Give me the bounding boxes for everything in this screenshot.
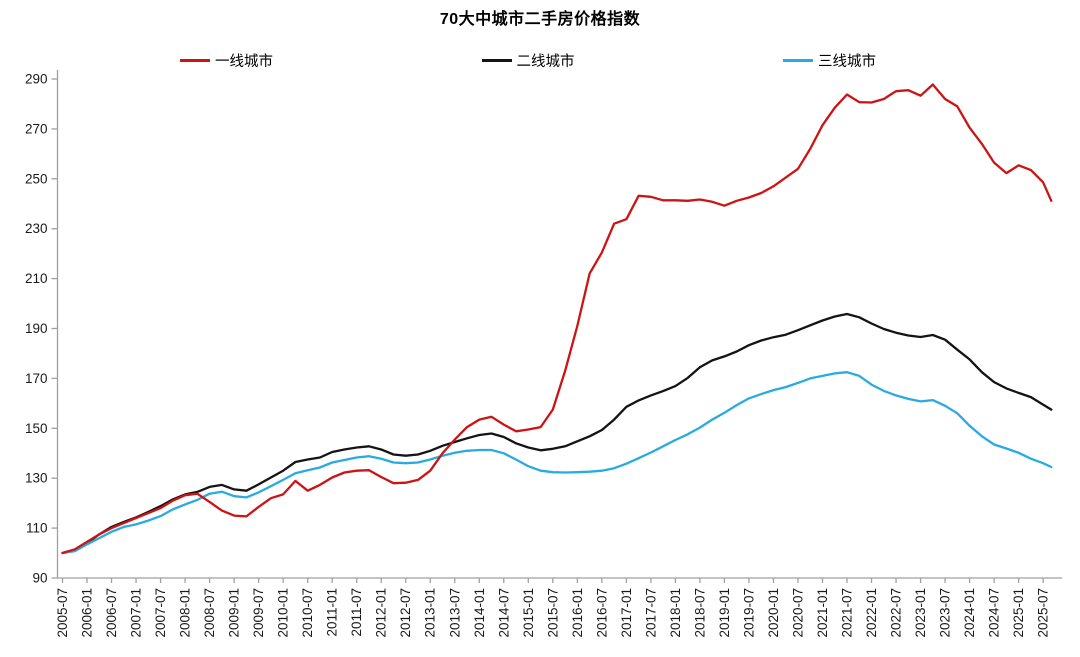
x-axis-label: 2012-07 [398,588,413,638]
x-axis-label: 2022-07 [889,588,904,638]
y-axis-label: 230 [25,221,48,236]
x-axis-label: 2024-07 [987,588,1002,638]
x-axis-label: 2012-01 [374,588,389,638]
x-axis-label: 2009-07 [251,588,266,638]
x-axis-label: 2017-07 [643,588,658,638]
x-axis-label: 2022-01 [864,588,879,638]
series-line-二线城市 [61,312,1053,555]
x-axis-label: 2014-01 [472,588,487,638]
x-axis-label: 2007-07 [153,588,168,638]
first-tier-line-swatch [180,59,210,62]
x-axis-label: 2006-01 [80,588,95,638]
x-axis-label: 2016-07 [594,588,609,638]
x-axis-label: 2010-01 [276,588,291,638]
y-axis-label: 270 [25,121,48,136]
legend-label-third-tier: 三线城市 [818,54,876,70]
series-line-一线城市 [61,83,1053,555]
x-axis-label: 2023-07 [938,588,953,638]
x-axis-label: 2006-07 [104,588,119,638]
x-axis-label: 2015-01 [521,588,536,638]
legend-item-third-tier: 三线城市 [783,50,876,71]
y-axis-label: 110 [26,521,48,536]
y-axis-label: 290 [25,72,48,87]
x-axis-label: 2025-01 [1011,588,1026,638]
x-axis-label: 2021-07 [840,588,855,638]
x-axis-label: 2019-01 [717,588,732,638]
x-axis-label: 2009-01 [227,588,242,638]
legend-item-second-tier: 二线城市 [481,50,575,71]
x-axis-label: 2020-01 [766,588,781,638]
legend-label-first-tier: 一线城市 [215,54,273,70]
x-axis-label: 2008-01 [178,588,193,638]
x-axis-label: 2018-01 [668,588,683,638]
x-axis-label: 2020-07 [790,588,805,638]
x-axis-label: 2023-01 [913,588,928,638]
x-axis-label: 2016-01 [570,588,585,638]
x-axis-label: 2010-07 [300,588,315,638]
y-axis-label: 210 [25,271,48,286]
x-axis-label: 2011-01 [325,588,340,637]
x-axis-label: 2018-07 [692,588,707,638]
x-axis-label: 2013-07 [447,588,462,638]
x-axis-label: 2013-01 [423,588,438,638]
y-axis-label: 250 [25,171,48,186]
legend: 一线城市 二线城市 三线城市 [180,50,876,71]
x-axis-label: 2011-07 [349,588,364,637]
y-axis-label: 130 [25,471,48,486]
x-axis-label: 2025-07 [1036,588,1051,638]
series-line-三线城市 [61,371,1053,555]
third-tier-line-swatch [783,59,813,62]
second-tier-line-swatch [481,59,512,62]
y-axis-label: 150 [25,421,48,436]
x-axis-label: 2007-01 [129,588,144,638]
y-axis-label: 190 [25,321,48,336]
y-axis-label: 90 [32,571,47,586]
x-axis-label: 2014-07 [496,588,511,638]
x-axis-label: 2024-01 [962,588,977,638]
x-axis-label: 2005-07 [55,588,70,638]
legend-label-second-tier: 二线城市 [516,54,575,70]
legend-item-first-tier: 一线城市 [180,50,273,71]
x-axis-label: 2008-07 [202,588,217,638]
y-axis-label: 170 [25,371,48,386]
x-axis-label: 2021-01 [815,588,830,638]
x-axis-label: 2017-01 [619,588,634,638]
x-axis-label: 2019-07 [741,588,756,638]
chart-title: 70大中城市二手房价格指数 [439,11,641,28]
x-axis-label: 2015-07 [545,588,560,638]
